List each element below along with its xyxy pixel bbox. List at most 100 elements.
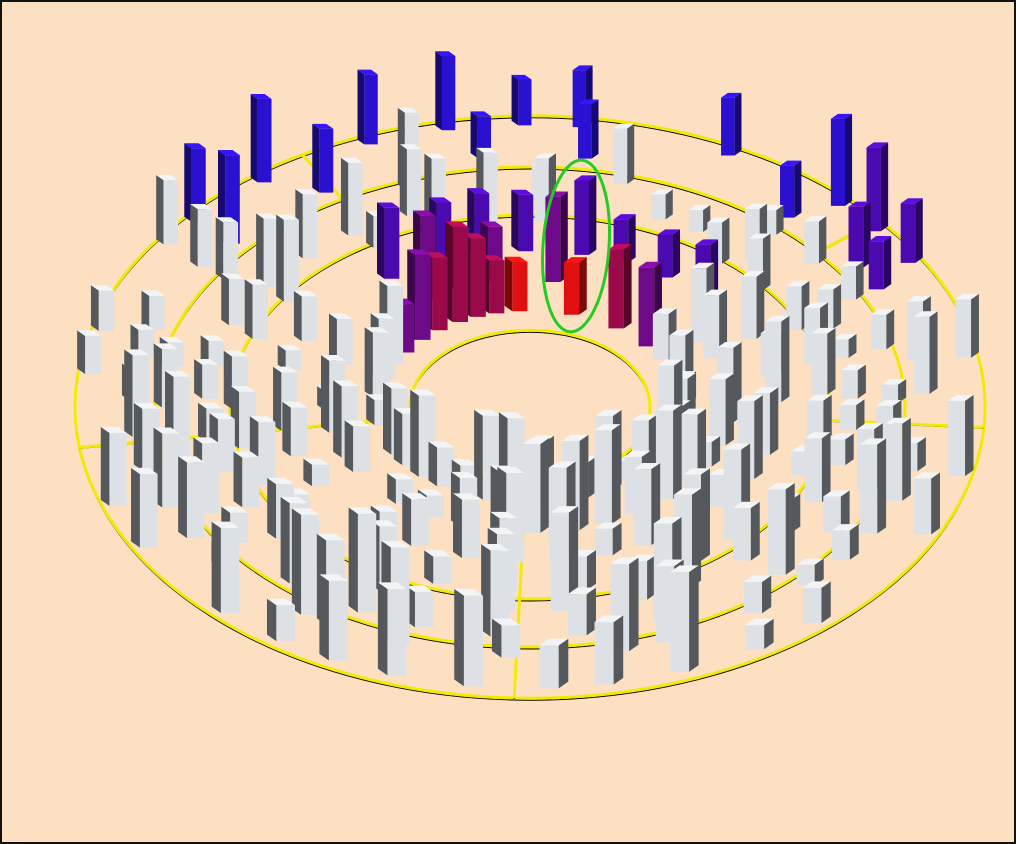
bar[interactable] [823,490,850,533]
bar[interactable] [868,235,892,290]
bar[interactable] [402,493,429,546]
bar[interactable] [680,408,707,482]
bar[interactable] [832,333,857,359]
bar[interactable] [948,394,974,477]
bar[interactable] [545,191,568,282]
bar[interactable] [741,271,765,339]
bar[interactable] [840,261,864,300]
bar[interactable] [141,290,165,330]
bar[interactable] [885,417,911,501]
bar[interactable] [688,204,711,232]
bar[interactable] [277,344,302,371]
bar[interactable] [574,175,597,255]
bar[interactable] [828,433,854,466]
bar[interactable] [435,51,456,131]
bar[interactable] [428,441,455,487]
bar[interactable] [453,493,480,559]
bar[interactable] [190,204,213,267]
bar[interactable] [244,279,269,339]
bar[interactable] [655,404,682,499]
bar[interactable] [481,544,510,637]
bar[interactable] [913,311,938,394]
bar[interactable] [377,202,400,279]
bar[interactable] [293,290,318,342]
bar[interactable] [156,174,178,245]
bar[interactable] [870,309,895,350]
bar[interactable] [703,289,728,359]
bar[interactable] [804,432,831,503]
bar[interactable] [340,157,363,236]
bar[interactable] [804,216,827,264]
bar[interactable] [194,358,219,399]
bar[interactable] [328,313,353,365]
bar[interactable] [399,144,422,217]
bar[interactable] [743,575,772,614]
bar[interactable] [594,522,622,556]
bar[interactable] [221,273,245,326]
bar[interactable] [184,143,206,222]
bar[interactable] [77,330,101,375]
bar[interactable] [357,69,378,145]
bar[interactable] [130,324,155,356]
bar[interactable] [708,373,734,446]
bar[interactable] [303,458,330,487]
bar[interactable] [670,565,699,672]
bar[interactable] [511,189,534,252]
bar[interactable] [657,229,681,278]
bar[interactable] [848,201,871,268]
bar[interactable] [955,293,979,358]
bar[interactable] [900,198,923,263]
bar[interactable] [594,615,624,685]
bar[interactable] [613,123,635,184]
bar[interactable] [608,244,632,329]
bar[interactable] [913,472,940,535]
bar[interactable] [811,327,836,395]
bar[interactable] [276,214,299,302]
bar[interactable] [567,587,596,636]
bar[interactable] [802,581,831,624]
bar[interactable] [539,638,569,689]
bar[interactable] [211,521,240,614]
bar[interactable] [732,501,760,561]
bar[interactable] [806,394,832,441]
bar[interactable] [550,506,579,611]
bar[interactable] [100,426,127,506]
bar[interactable] [563,257,587,315]
bar[interactable] [153,427,180,508]
bar[interactable] [721,92,742,156]
bar[interactable] [233,451,260,508]
bar[interactable] [831,524,859,560]
bar[interactable] [839,399,865,431]
bar[interactable] [348,507,377,613]
bar[interactable] [215,217,239,280]
bar[interactable] [651,189,673,220]
bar[interactable] [200,335,225,367]
bar[interactable] [780,160,802,218]
bar[interactable] [377,582,407,676]
bar[interactable] [578,99,599,159]
bar[interactable] [454,588,484,687]
bar[interactable] [256,213,279,287]
bar[interactable] [405,585,434,628]
bar[interactable] [312,123,334,193]
bar[interactable] [282,401,308,457]
bar[interactable] [594,424,621,524]
bar[interactable] [444,221,468,322]
bar[interactable] [319,574,348,661]
bar[interactable] [522,437,550,533]
bar[interactable] [841,364,866,399]
bar[interactable] [765,315,790,403]
bar[interactable] [424,550,452,584]
bar[interactable] [178,456,205,539]
bar[interactable] [364,327,389,398]
bar[interactable] [344,420,371,472]
bar[interactable] [796,558,824,586]
bar[interactable] [745,618,774,650]
bar[interactable] [131,467,158,548]
bar[interactable] [767,482,795,575]
bar[interactable] [830,113,853,206]
bar[interactable] [504,256,528,312]
bar[interactable] [491,618,521,658]
